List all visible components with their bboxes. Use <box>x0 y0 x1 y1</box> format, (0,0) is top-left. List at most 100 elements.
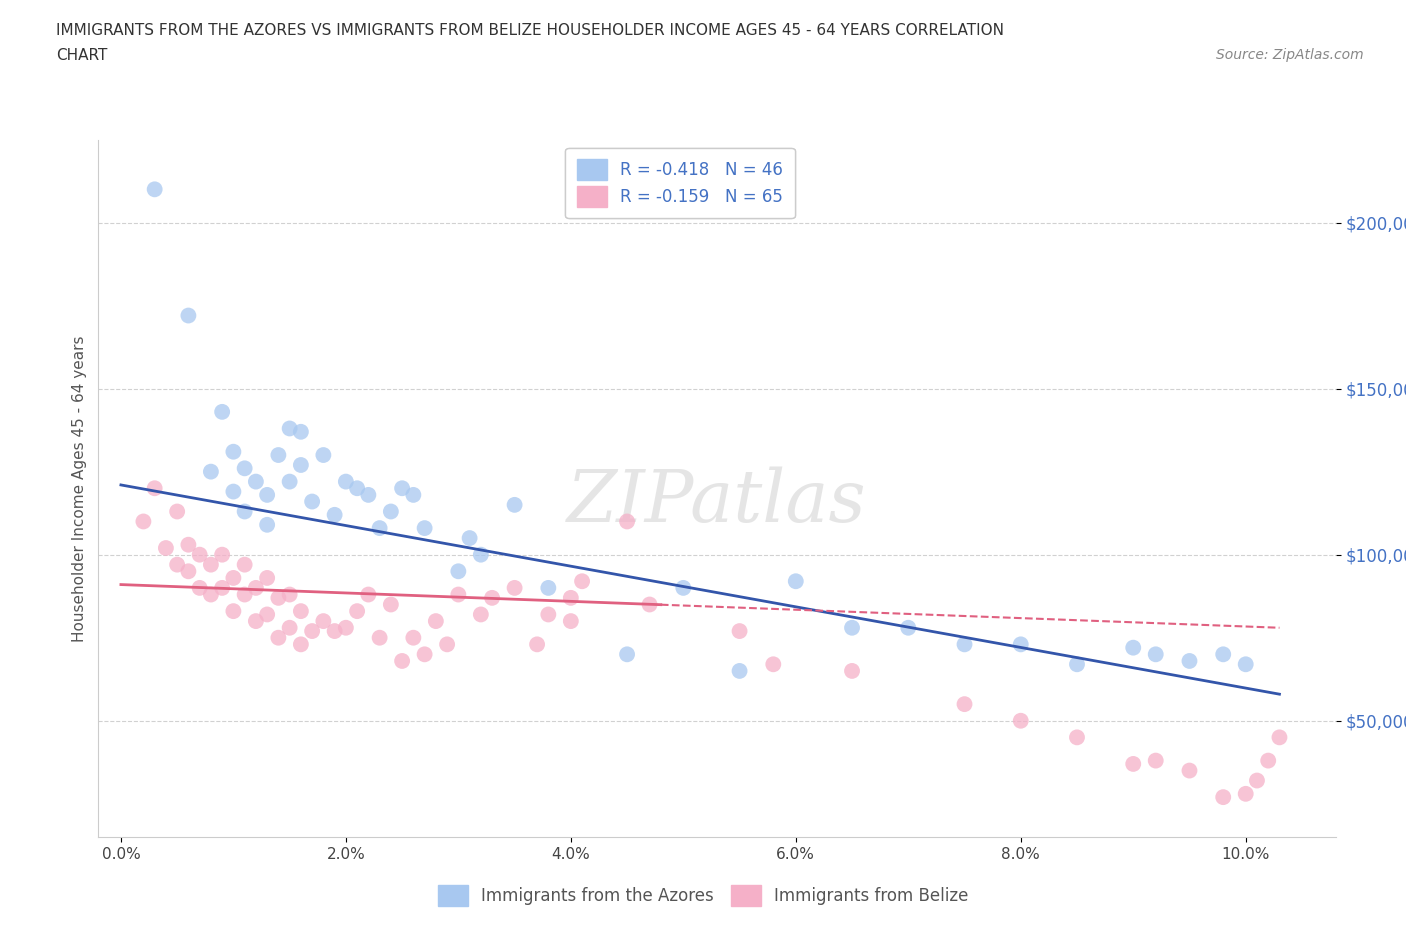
Point <box>357 587 380 602</box>
Point <box>323 624 346 639</box>
Point <box>368 631 391 645</box>
Point <box>402 487 425 502</box>
Point <box>1234 657 1257 671</box>
Point <box>1122 640 1144 655</box>
Y-axis label: Householder Income Ages 45 - 64 years: Householder Income Ages 45 - 64 years <box>72 335 87 642</box>
Point <box>312 447 335 462</box>
Point <box>335 474 357 489</box>
Point <box>1246 773 1268 788</box>
Point <box>267 631 290 645</box>
Text: ZIPatlas: ZIPatlas <box>567 467 868 538</box>
Point <box>301 494 323 509</box>
Point <box>391 481 413 496</box>
Point <box>290 458 312 472</box>
Point <box>526 637 548 652</box>
Point <box>233 461 256 476</box>
Point <box>132 514 155 529</box>
Point <box>143 182 166 197</box>
Point <box>323 508 346 523</box>
Point <box>762 657 785 671</box>
Point <box>1212 790 1234 804</box>
Point <box>278 620 301 635</box>
Point <box>188 547 211 562</box>
Point <box>245 580 267 595</box>
Point <box>267 447 290 462</box>
Point <box>200 587 222 602</box>
Point <box>143 481 166 496</box>
Point <box>560 614 582 629</box>
Point <box>897 620 920 635</box>
Point <box>256 570 278 585</box>
Point <box>672 580 695 595</box>
Point <box>785 574 807 589</box>
Point <box>290 604 312 618</box>
Point <box>503 498 526 512</box>
Point <box>346 481 368 496</box>
Point <box>481 591 503 605</box>
Point <box>841 620 863 635</box>
Point <box>155 540 177 555</box>
Point <box>233 587 256 602</box>
Point <box>470 607 492 622</box>
Point <box>357 487 380 502</box>
Point <box>1066 657 1088 671</box>
Point <box>312 614 335 629</box>
Point <box>256 487 278 502</box>
Point <box>953 637 976 652</box>
Point <box>256 607 278 622</box>
Point <box>571 574 593 589</box>
Point <box>222 485 245 499</box>
Point <box>1010 637 1032 652</box>
Point <box>503 580 526 595</box>
Point <box>245 614 267 629</box>
Point <box>1268 730 1291 745</box>
Point <box>290 637 312 652</box>
Point <box>222 570 245 585</box>
Text: Source: ZipAtlas.com: Source: ZipAtlas.com <box>1216 48 1364 62</box>
Point <box>278 421 301 436</box>
Point <box>458 531 481 546</box>
Point <box>166 557 188 572</box>
Point <box>1144 647 1167 662</box>
Point <box>1122 756 1144 771</box>
Point <box>368 521 391 536</box>
Point <box>436 637 458 652</box>
Point <box>728 663 751 678</box>
Point <box>402 631 425 645</box>
Point <box>188 580 211 595</box>
Point <box>537 607 560 622</box>
Point <box>1178 654 1201 669</box>
Point <box>278 474 301 489</box>
Legend: R = -0.418   N = 46, R = -0.159   N = 65: R = -0.418 N = 46, R = -0.159 N = 65 <box>565 148 794 219</box>
Legend: Immigrants from the Azores, Immigrants from Belize: Immigrants from the Azores, Immigrants f… <box>432 879 974 912</box>
Point <box>537 580 560 595</box>
Point <box>200 464 222 479</box>
Point <box>166 504 188 519</box>
Point <box>841 663 863 678</box>
Point <box>211 580 233 595</box>
Point <box>616 647 638 662</box>
Point <box>245 474 267 489</box>
Point <box>233 557 256 572</box>
Point <box>211 405 233 419</box>
Point <box>380 597 402 612</box>
Point <box>222 604 245 618</box>
Point <box>346 604 368 618</box>
Point <box>290 424 312 439</box>
Point <box>425 614 447 629</box>
Point <box>470 547 492 562</box>
Point <box>267 591 290 605</box>
Point <box>1257 753 1279 768</box>
Point <box>301 624 323 639</box>
Point <box>447 587 470 602</box>
Point <box>1178 764 1201 778</box>
Point <box>413 521 436 536</box>
Point <box>278 587 301 602</box>
Point <box>177 538 200 552</box>
Point <box>391 654 413 669</box>
Point <box>211 547 233 562</box>
Point <box>447 564 470 578</box>
Point <box>560 591 582 605</box>
Point <box>177 564 200 578</box>
Point <box>953 697 976 711</box>
